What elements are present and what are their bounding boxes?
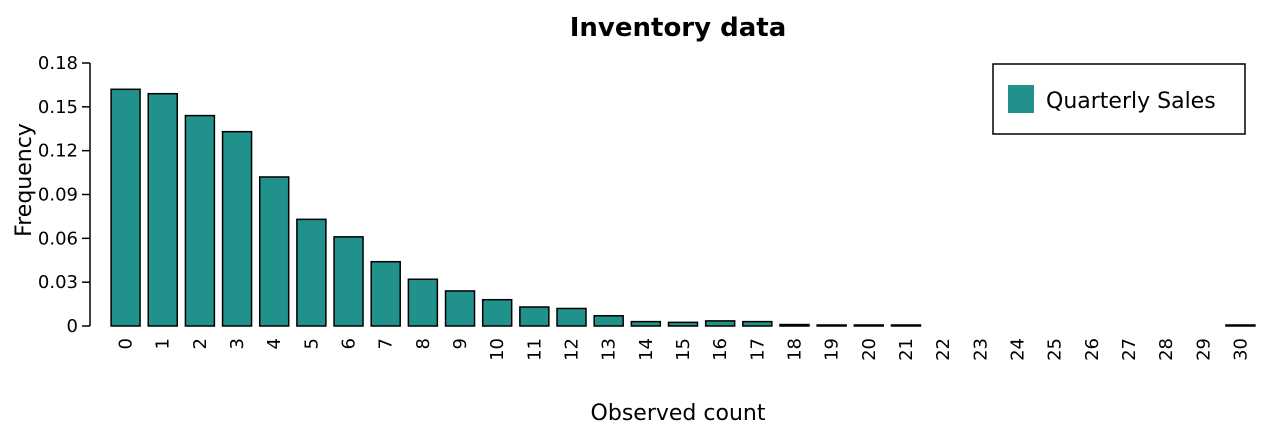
x-axis-ticks: 0 1 2 3 4 5 6 7 8 9 10 11 12 13 14 15 16 17 18 19 20 21 22 23 24…: [116, 338, 1252, 361]
bar-6: [333, 236, 364, 327]
y-tick-label: 0.03: [38, 272, 78, 293]
x-tick-label: 17: [747, 338, 768, 361]
legend-box: [992, 63, 1246, 135]
bar-13: [593, 315, 624, 327]
x-tick-label: 1: [153, 338, 174, 349]
x-tick-label: 5: [301, 338, 322, 349]
x-tick-label: 10: [487, 338, 508, 361]
bar-8: [407, 278, 439, 327]
bar-21: [890, 324, 922, 327]
x-tick-label: 18: [784, 338, 805, 361]
x-tick-label: 22: [933, 338, 954, 361]
x-tick-label: 11: [524, 338, 545, 361]
bar-18: [779, 323, 810, 327]
x-tick-label: 29: [1193, 338, 1214, 361]
x-tick-label: 6: [339, 338, 360, 349]
y-tick-label: 0: [67, 316, 78, 337]
bar-30: [1225, 324, 1256, 327]
y-tick-label: 0.18: [38, 53, 78, 74]
y-tick-label: 0.06: [38, 228, 78, 249]
bar-1: [147, 92, 178, 327]
x-tick-label: 15: [673, 338, 694, 361]
x-tick-label: 30: [1230, 338, 1251, 361]
x-tick-label: 20: [859, 338, 880, 361]
bar-4: [258, 176, 290, 327]
bar-10: [481, 298, 513, 327]
bar-20: [853, 324, 885, 327]
x-tick-label: 3: [227, 338, 248, 349]
x-tick-label: 24: [1007, 338, 1028, 361]
legend-label: Quarterly Sales: [1046, 89, 1216, 114]
x-tick-label: 2: [190, 338, 211, 349]
x-tick-label: 8: [413, 338, 434, 349]
legend: Quarterly Sales: [992, 63, 1246, 135]
bar-15: [667, 321, 699, 327]
bars: [110, 88, 1256, 327]
bar-2: [184, 114, 216, 327]
x-tick-label: 14: [636, 338, 657, 361]
bar-7: [370, 260, 401, 327]
x-tick-label: 19: [822, 338, 843, 361]
chart-title: Inventory data: [570, 13, 787, 43]
bar-3: [221, 130, 253, 327]
x-tick-label: 25: [1045, 338, 1066, 361]
bar-9: [444, 290, 476, 327]
x-tick-label: 4: [264, 338, 285, 349]
x-tick-label: 9: [450, 338, 471, 349]
x-tick-label: 13: [599, 338, 620, 361]
bar-16: [704, 320, 736, 327]
legend-swatch: [1008, 85, 1034, 113]
bar-17: [742, 320, 773, 327]
x-tick-label: 7: [376, 338, 397, 349]
y-axis: 0 0.03 0.06 0.09 0.12 0.15 0.18: [38, 53, 91, 337]
x-tick-label: 0: [116, 338, 137, 349]
x-tick-label: 12: [562, 338, 583, 361]
y-tick-label: 0.09: [38, 185, 78, 206]
y-tick-label: 0.12: [38, 141, 78, 162]
x-tick-label: 26: [1082, 338, 1103, 361]
bar-0: [110, 88, 141, 327]
x-axis-label: Observed count: [591, 401, 766, 426]
bar-12: [556, 307, 587, 327]
bar-5: [296, 218, 327, 327]
x-tick-label: 21: [896, 338, 917, 361]
bar-11: [519, 306, 550, 327]
bar-19: [816, 324, 847, 327]
x-tick-label: 23: [970, 338, 991, 361]
bar-14: [630, 320, 662, 327]
y-axis-label: Frequency: [12, 123, 37, 237]
y-tick-label: 0.15: [38, 97, 78, 118]
x-tick-label: 16: [710, 338, 731, 361]
x-tick-label: 28: [1156, 338, 1177, 361]
x-tick-label: 27: [1119, 338, 1140, 361]
